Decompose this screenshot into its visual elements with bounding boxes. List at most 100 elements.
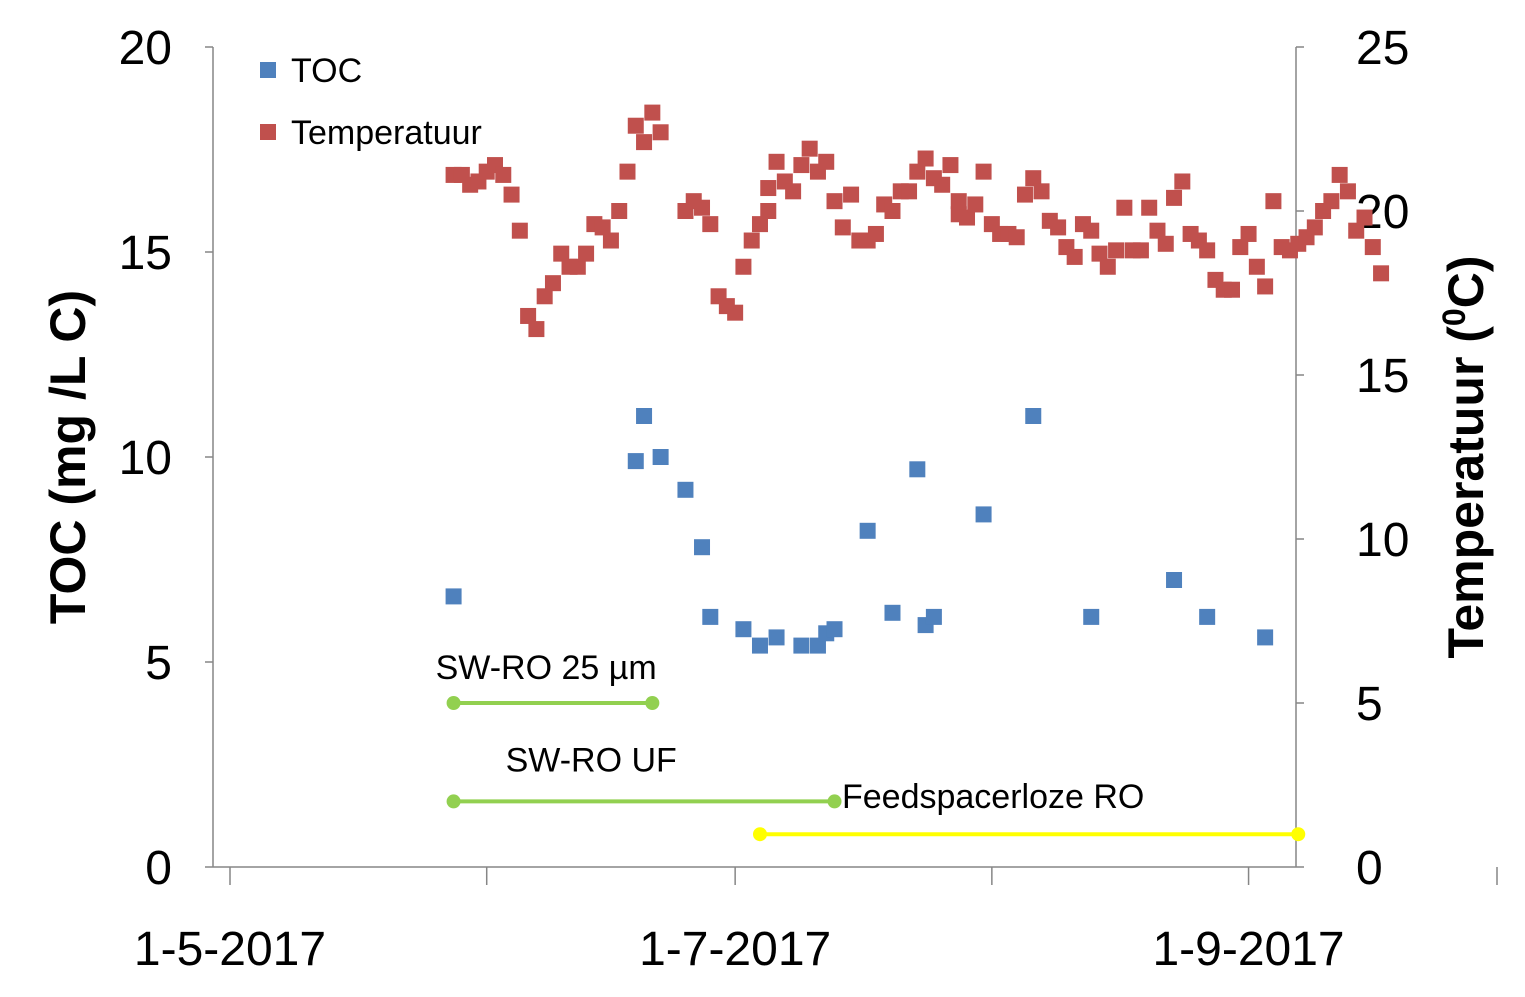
temperature-point: [1116, 199, 1133, 216]
period-start-marker: [446, 696, 461, 710]
temperature-point: [1066, 248, 1083, 265]
toc-point: [1025, 408, 1042, 424]
temperature-point: [644, 104, 661, 121]
temperature-point: [1306, 219, 1323, 236]
period-label: SW-RO UF: [506, 741, 677, 779]
temperature-point: [834, 219, 851, 236]
toc-point: [694, 539, 711, 556]
period-label: Feedspacerloze RO: [842, 778, 1144, 816]
temperature-point: [1339, 183, 1356, 200]
temperature-point: [553, 245, 570, 262]
y-left-tick-label: 15: [119, 227, 172, 280]
toc-point: [793, 637, 810, 654]
y-right-tick-label: 25: [1356, 22, 1409, 75]
temperature-point: [611, 203, 628, 219]
temperature-point: [901, 183, 918, 200]
temperature-point: [1257, 278, 1274, 295]
toc-point: [1083, 608, 1100, 625]
temperature-point: [1166, 189, 1183, 206]
temperature-point: [1174, 173, 1191, 190]
temperature-point: [578, 245, 595, 262]
temperature-point: [867, 225, 884, 242]
temperature-point: [1323, 193, 1340, 210]
y-right-title-main: Temperatuur (: [1438, 326, 1494, 659]
temperature-point: [1033, 183, 1050, 200]
temperature-point: [520, 307, 537, 324]
toc-point: [768, 629, 785, 646]
temperature-point: [1348, 222, 1365, 239]
temperature-point: [702, 216, 719, 233]
y-left-axis-title: TOC (mg /L C): [40, 290, 96, 624]
y-left-tick-label: 10: [119, 432, 172, 485]
temperature-point: [1224, 281, 1241, 298]
data-points: [445, 104, 1390, 654]
temperature-point: [627, 117, 644, 134]
temperature-point: [1083, 222, 1100, 239]
temperature-point: [1331, 166, 1348, 183]
temperature-point: [801, 140, 818, 157]
temperature-point: [909, 163, 926, 180]
temperature-point: [528, 321, 545, 338]
temperature-point: [1240, 225, 1257, 242]
temperature-point: [1025, 170, 1042, 187]
temperature-point: [967, 196, 984, 213]
temperature-point: [1099, 258, 1116, 275]
temperature-point: [950, 193, 967, 210]
legend-marker: [260, 62, 276, 78]
temperature-point: [503, 186, 520, 203]
temperature-point: [511, 222, 528, 239]
temperature-point: [1248, 258, 1265, 275]
temperature-point: [1016, 186, 1033, 203]
period-label: SW-RO 25 µm: [436, 649, 657, 687]
temperature-point: [544, 275, 561, 292]
temperature-point: [826, 193, 843, 210]
temperature-point: [1091, 245, 1108, 262]
temperature-point: [884, 203, 901, 219]
y-right-axis-title: Temperatuur (0C): [1436, 255, 1494, 658]
period-end-marker: [827, 794, 842, 809]
period-end-marker: [645, 696, 660, 710]
temperature-point: [743, 232, 760, 249]
temperature-point: [1356, 209, 1373, 226]
temperature-point: [1132, 242, 1149, 259]
temperature-point: [536, 288, 553, 305]
temperature-point: [1373, 265, 1390, 282]
temperature-point: [934, 176, 951, 193]
temperature-point: [619, 163, 636, 180]
legend-label: Temperatuur: [291, 114, 482, 152]
toc-point: [677, 481, 694, 498]
toc-point: [735, 621, 752, 638]
toc-point: [702, 608, 719, 625]
toc-point: [909, 461, 926, 478]
toc-point: [925, 608, 942, 625]
temperature-point: [785, 183, 802, 200]
temperature-point: [917, 150, 934, 167]
temperature-point: [760, 180, 777, 197]
temperature-point: [793, 157, 810, 174]
toc-point: [859, 522, 876, 539]
temperature-point: [975, 163, 992, 180]
temperature-point: [1364, 239, 1381, 256]
temperature-point: [1050, 219, 1067, 236]
x-tick-label: 1-5-2017: [134, 923, 326, 976]
y-right-tick-label: 15: [1356, 350, 1409, 403]
temperature-point: [1199, 242, 1216, 259]
temperature-point: [843, 186, 860, 203]
toc-point: [884, 604, 901, 621]
temperature-point: [652, 124, 669, 141]
legend-label: TOC: [291, 52, 362, 90]
temperature-point: [594, 219, 611, 236]
toc-point: [627, 453, 644, 470]
toc-point: [826, 621, 843, 638]
temperature-point: [727, 304, 744, 321]
y-right-tick-label: 10: [1356, 514, 1409, 567]
temperature-point: [1149, 222, 1166, 239]
toc-point: [975, 506, 992, 523]
x-tick-label: 1-9-2017: [1152, 923, 1344, 976]
temperature-point: [1108, 242, 1125, 259]
temperature-point: [751, 216, 768, 233]
temperature-point: [1141, 199, 1158, 216]
period-end-marker: [1291, 827, 1306, 842]
